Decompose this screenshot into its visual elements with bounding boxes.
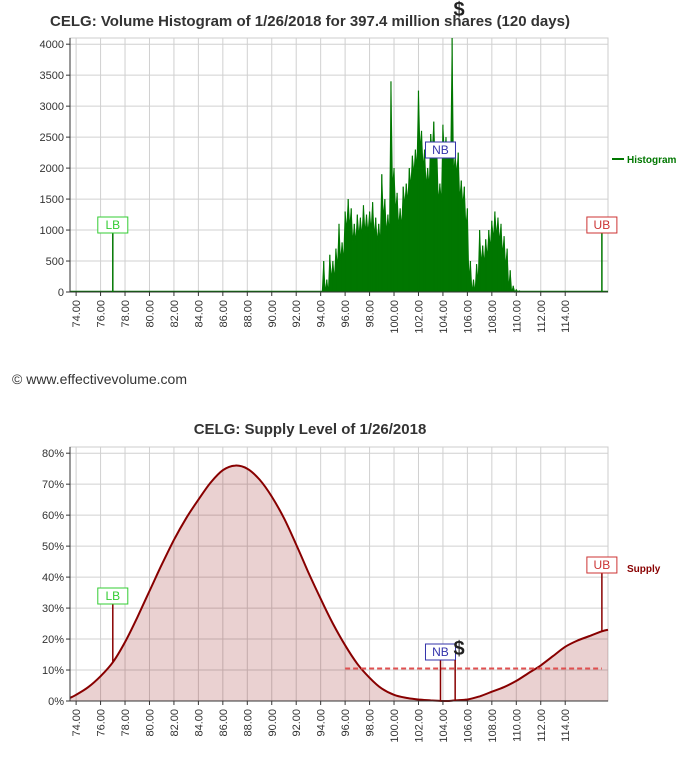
supply-marker-box-ub xyxy=(586,556,618,574)
histogram-xtick-label: 114.00 xyxy=(560,300,572,333)
supply-xtick-label: 112.00 xyxy=(536,709,548,742)
supply-ytick-label: 10% xyxy=(42,665,64,677)
supply-ytick-label: 60% xyxy=(42,510,64,522)
supply-xtick-label: 106.00 xyxy=(462,709,474,743)
supply-ytick-label: 0% xyxy=(48,696,64,708)
supply-level-chart: 0% 10% 20% 30% 40% 50% 60% 70% 80% 74.00 76.00 78.0… xyxy=(42,421,661,743)
supply-marker-label-lb: LB xyxy=(105,589,120,603)
histogram-ytick-label: 2500 xyxy=(40,132,64,144)
supply-ytick-label: 20% xyxy=(42,634,64,646)
histogram-xtick-label: 78.00 xyxy=(120,300,132,328)
histogram-chart-title: CELG: Volume Histogram of 1/26/2018 for … xyxy=(50,13,570,30)
histogram-xtick-label: 76.00 xyxy=(96,300,108,328)
histogram-markers: LB NB UB xyxy=(97,141,618,292)
histogram-xtick-label: 94.00 xyxy=(316,300,328,328)
histogram-ytick-label: 1500 xyxy=(40,194,64,206)
supply-xtick-label: 100.00 xyxy=(389,709,401,743)
histogram-marker-label-nb: NB xyxy=(432,143,449,157)
histogram-xtick-label: 90.00 xyxy=(267,300,279,328)
supply-axes xyxy=(69,447,608,702)
volume-histogram-chart: 0 500 1000 1500 2000 2500 3000 3500 4000 74.00 76.… xyxy=(40,0,677,334)
histogram-ticks: 0 500 1000 1500 2000 2500 3000 3500 4000 74.00 76.… xyxy=(40,39,573,333)
supply-xtick-label: 82.00 xyxy=(169,709,181,737)
supply-xtick-label: 88.00 xyxy=(242,709,254,737)
supply-ytick-label: 70% xyxy=(42,479,64,491)
supply-xtick-label: 94.00 xyxy=(316,709,328,737)
histogram-legend-label: Histogram xyxy=(627,155,677,166)
supply-ytick-label: 40% xyxy=(42,572,64,584)
supply-chart-title: CELG: Supply Level of 1/26/2018 xyxy=(194,421,427,438)
supply-xtick-label: 80.00 xyxy=(144,709,156,737)
histogram-ytick-label: 500 xyxy=(46,256,64,268)
supply-xtick-label: 114.00 xyxy=(560,709,572,742)
histogram-xtick-label: 98.00 xyxy=(365,300,377,328)
supply-xtick-label: 86.00 xyxy=(218,709,230,737)
supply-xtick-label: 92.00 xyxy=(291,709,303,737)
copyright-text: © www.effectivevolume.com xyxy=(12,371,187,387)
histogram-xtick-label: 84.00 xyxy=(193,300,205,328)
histogram-xtick-label: 102.00 xyxy=(413,300,425,334)
histogram-marker-box-ub xyxy=(586,216,618,234)
histogram-xtick-label: 88.00 xyxy=(242,300,254,328)
histogram-xtick-label: 86.00 xyxy=(218,300,230,328)
supply-xtick-label: 108.00 xyxy=(487,709,499,743)
histogram-xtick-label: 82.00 xyxy=(169,300,181,328)
histogram-ytick-label: 2000 xyxy=(40,163,64,175)
supply-xtick-label: 84.00 xyxy=(193,709,205,737)
supply-ytick-label: 30% xyxy=(42,603,64,615)
supply-xtick-label: 104.00 xyxy=(438,709,450,743)
supply-xtick-label: 78.00 xyxy=(120,709,132,737)
histogram-xtick-label: 112.00 xyxy=(536,300,548,333)
histogram-marker-box-lb xyxy=(97,216,129,234)
histogram-legend: Histogram xyxy=(612,155,677,166)
histogram-ytick-label: 1000 xyxy=(40,225,64,237)
supply-plot-background xyxy=(69,446,609,702)
supply-marker-box-lb xyxy=(97,587,129,605)
supply-xtick-label: 110.00 xyxy=(511,709,523,742)
supply-legend: Supply xyxy=(627,564,661,575)
supply-marker-label-ub: UB xyxy=(594,558,611,572)
histogram-marker-box-nb xyxy=(424,141,456,159)
supply-xtick-label: 90.00 xyxy=(267,709,279,737)
supply-marker-box-nb xyxy=(424,643,456,661)
supply-legend-label: Supply xyxy=(627,564,661,575)
supply-ytick-label: 80% xyxy=(42,448,64,460)
histogram-xtick-label: 104.00 xyxy=(438,300,450,334)
histogram-xtick-label: 110.00 xyxy=(511,300,523,333)
supply-markers: LB NB UB xyxy=(97,556,618,701)
histogram-xtick-label: 74.00 xyxy=(71,300,83,328)
supply-series-area xyxy=(70,465,608,702)
histogram-ytick-label: 0 xyxy=(58,287,64,299)
supply-marker-label-nb: NB xyxy=(432,645,449,659)
supply-dollar-icon: $ xyxy=(453,638,464,660)
histogram-xtick-label: 108.00 xyxy=(487,300,499,334)
supply-xtick-label: 74.00 xyxy=(71,709,83,737)
supply-xtick-label: 102.00 xyxy=(413,709,425,743)
supply-xtick-label: 96.00 xyxy=(340,709,352,737)
histogram-ytick-label: 4000 xyxy=(40,39,64,51)
histogram-marker-label-ub: UB xyxy=(594,218,611,232)
supply-ytick-label: 50% xyxy=(42,541,64,553)
histogram-xtick-label: 96.00 xyxy=(340,300,352,328)
histogram-xtick-label: 92.00 xyxy=(291,300,303,328)
histogram-xtick-label: 106.00 xyxy=(462,300,474,334)
supply-ticks: 0% 10% 20% 30% 40% 50% 60% 70% 80% 74.00 76.00 78.0… xyxy=(42,448,572,742)
histogram-axes xyxy=(69,38,608,293)
histogram-ytick-label: 3000 xyxy=(40,101,64,113)
histogram-xtick-label: 80.00 xyxy=(144,300,156,328)
histogram-marker-label-lb: LB xyxy=(105,218,120,232)
supply-xtick-label: 76.00 xyxy=(96,709,108,737)
histogram-xtick-label: 100.00 xyxy=(389,300,401,334)
supply-series-line xyxy=(69,464,609,703)
histogram-ytick-label: 3500 xyxy=(40,70,64,82)
supply-area-layer xyxy=(69,464,609,703)
histogram-dollar-icon: $ xyxy=(453,0,464,21)
supply-xtick-label: 98.00 xyxy=(365,709,377,737)
